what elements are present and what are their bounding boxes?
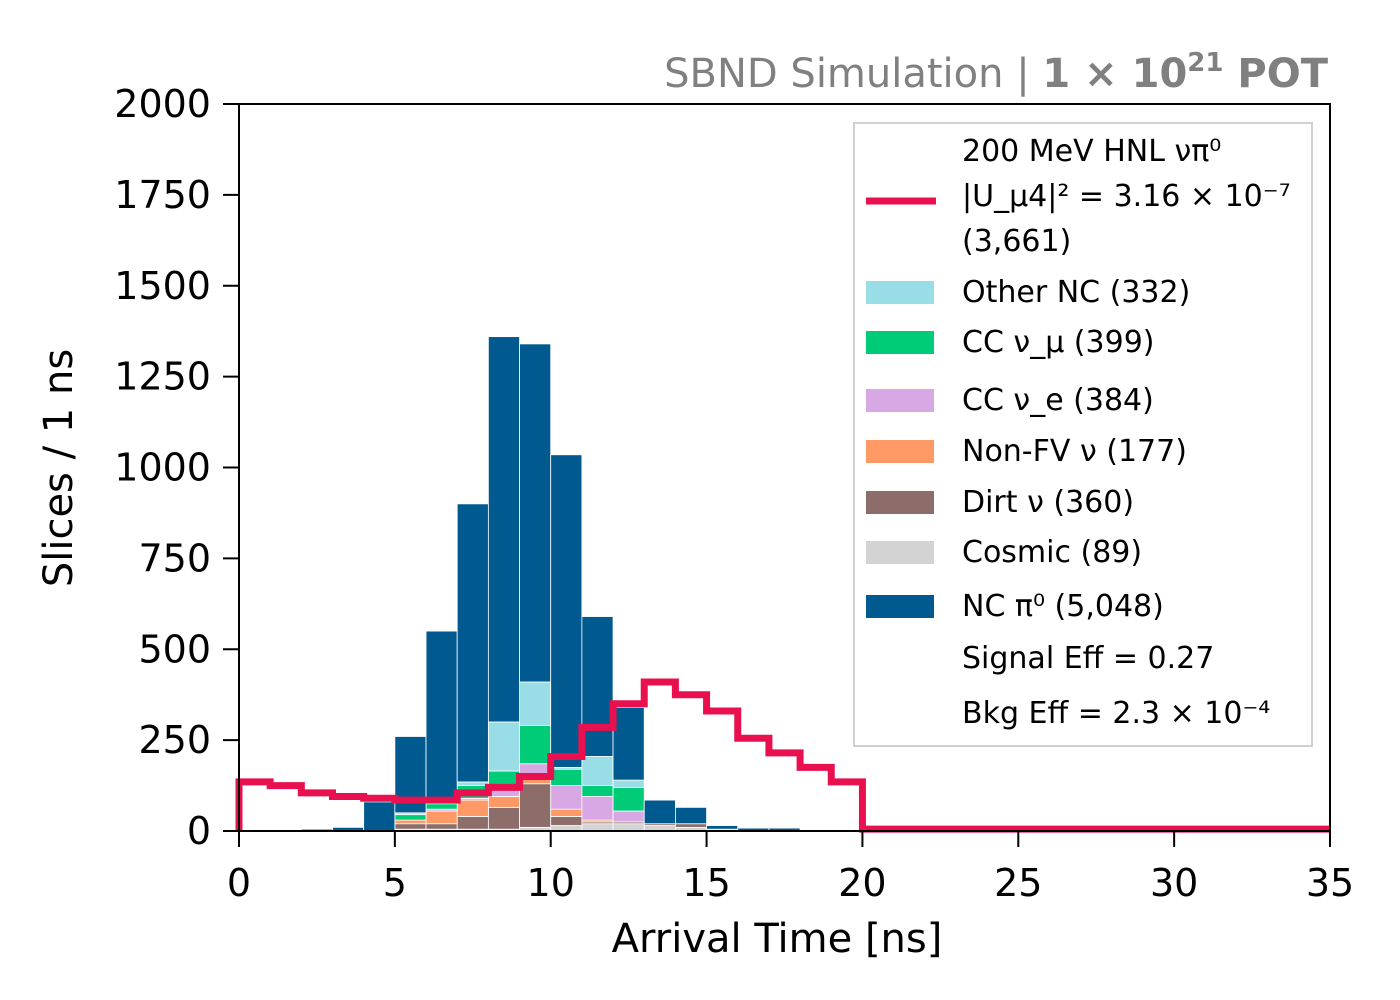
bar-non-fv-bin-8 bbox=[487, 796, 520, 808]
x-tick-label: 25 bbox=[994, 861, 1042, 905]
legend-swatch bbox=[866, 491, 934, 514]
legend-label: Cosmic (89) bbox=[962, 535, 1142, 570]
y-tick-label: 500 bbox=[138, 627, 211, 671]
bar-cc-bin-10 bbox=[550, 768, 583, 786]
bar-cosmic-bin-12 bbox=[612, 823, 645, 832]
bar-cc-bin-11 bbox=[581, 785, 614, 797]
bar-dirt-bin-9 bbox=[519, 783, 552, 828]
x-tick-label: 5 bbox=[383, 861, 407, 905]
x-tick-label: 20 bbox=[838, 861, 886, 905]
legend-label: CC ν_e (384) bbox=[962, 383, 1154, 418]
bar-nc-bin-9 bbox=[519, 343, 552, 683]
bar-other-nc-bin-11 bbox=[581, 756, 614, 786]
x-tick-label: 15 bbox=[682, 861, 730, 905]
legend-label: Dirt ν (360) bbox=[962, 485, 1134, 520]
legend-swatch bbox=[866, 389, 934, 412]
bar-nc-bin-7 bbox=[456, 503, 489, 783]
header-unit: POT bbox=[1223, 51, 1328, 97]
y-tick-label: 1250 bbox=[114, 355, 211, 399]
y-tick-label: 0 bbox=[187, 809, 211, 853]
legend-swatch bbox=[866, 541, 934, 564]
y-tick-label: 2000 bbox=[114, 82, 211, 126]
y-axis-label: Slices / 1 ns bbox=[36, 349, 82, 587]
bar-cc-e-bin-11 bbox=[581, 796, 614, 821]
bar-nc-bin-10 bbox=[550, 454, 583, 768]
bars-layer bbox=[300, 336, 801, 832]
legend-signal-line-1: 200 MeV HNL νπ⁰ bbox=[962, 134, 1221, 169]
bar-cc-bin-12 bbox=[612, 786, 645, 812]
bar-cc-e-bin-12 bbox=[612, 810, 645, 823]
bar-non-fv-bin-10 bbox=[550, 808, 583, 817]
legend-signal-efficiency: Signal Eff = 0.27 bbox=[962, 641, 1214, 676]
bar-nc-bin-6 bbox=[425, 630, 458, 803]
legend-swatch bbox=[866, 281, 934, 304]
bar-dirt-bin-6 bbox=[425, 823, 458, 830]
x-axis-label: Arrival Time [ns] bbox=[612, 916, 943, 962]
x-tick-label: 30 bbox=[1150, 861, 1198, 905]
y-tick-label: 250 bbox=[138, 718, 211, 762]
bar-cc-bin-6 bbox=[425, 803, 458, 810]
bar-cc-bin-5 bbox=[394, 814, 427, 821]
bar-dirt-bin-8 bbox=[487, 806, 520, 830]
bar-non-fv-bin-6 bbox=[425, 810, 458, 825]
bar-nc-bin-8 bbox=[487, 336, 520, 723]
legend-swatch bbox=[866, 595, 934, 618]
legend-signal-line-3: (3,661) bbox=[962, 224, 1071, 259]
bar-other-nc-bin-8 bbox=[487, 721, 520, 772]
bar-nc-bin-4 bbox=[363, 801, 396, 832]
bar-cc-bin-9 bbox=[519, 725, 552, 765]
y-tick-label: 1500 bbox=[114, 264, 211, 308]
legend-background-efficiency: Bkg Eff = 2.3 × 10⁻⁴ bbox=[962, 696, 1270, 731]
legend-box bbox=[853, 122, 1313, 747]
legend-swatch bbox=[866, 440, 934, 463]
bar-cosmic-bin-11 bbox=[581, 823, 614, 832]
bar-non-fv-bin-5 bbox=[394, 819, 427, 825]
bar-cc-e-bin-10 bbox=[550, 785, 583, 810]
bar-nc-bin-13 bbox=[643, 799, 676, 825]
legend: 200 MeV HNL νπ⁰ |U_μ4|² = 3.16 × 10⁻⁷ (3… bbox=[853, 122, 1313, 747]
bar-other-nc-bin-7 bbox=[456, 781, 489, 786]
header-exposure: 1 × 10 bbox=[1042, 51, 1187, 97]
x-tick-label: 10 bbox=[527, 861, 575, 905]
axis-ticks: 0 5 10 15 20 25 30 35 0 250 500 750 1000 1250 1500 1750… bbox=[114, 82, 1354, 905]
legend-label: Other NC (332) bbox=[962, 275, 1190, 310]
legend-label: Non-FV ν (177) bbox=[962, 434, 1187, 469]
y-tick-label: 1750 bbox=[114, 173, 211, 217]
x-tick-label: 35 bbox=[1306, 861, 1354, 905]
bar-non-fv-bin-7 bbox=[456, 799, 489, 817]
y-tick-label: 1000 bbox=[114, 446, 211, 490]
bar-dirt-bin-5 bbox=[394, 823, 427, 830]
y-tick-label: 750 bbox=[138, 536, 211, 580]
signal-step-line bbox=[235, 678, 1330, 833]
legend-swatch bbox=[866, 331, 934, 354]
header-title: SBND Simulation | 1 × 1021 POT bbox=[664, 48, 1329, 97]
bar-nc-bin-15 bbox=[706, 825, 739, 830]
x-tick-label: 0 bbox=[227, 861, 251, 905]
bar-other-nc-bin-12 bbox=[612, 779, 645, 788]
bar-dirt-bin-7 bbox=[456, 816, 489, 830]
bar-dirt-bin-14 bbox=[675, 823, 707, 828]
bar-nc-bin-14 bbox=[675, 806, 707, 825]
bar-nc-bin-11 bbox=[581, 616, 614, 757]
bar-nc-bin-12 bbox=[612, 707, 645, 781]
legend-label: CC ν_μ (399) bbox=[962, 325, 1154, 360]
bar-other-nc-bin-9 bbox=[519, 681, 552, 726]
legend-signal-line-2: |U_μ4|² = 3.16 × 10⁻⁷ bbox=[962, 179, 1291, 214]
header-prefix: SBND Simulation | bbox=[664, 51, 1042, 97]
header-exponent: 21 bbox=[1187, 48, 1223, 78]
legend-entries: Other NC (332) CC ν_μ (399) CC ν_e (384) No… bbox=[866, 275, 1190, 624]
bar-cc-bin-8 bbox=[487, 770, 520, 786]
bar-dirt-bin-10 bbox=[550, 816, 583, 826]
legend-label: NC π⁰ (5,048) bbox=[962, 589, 1164, 624]
